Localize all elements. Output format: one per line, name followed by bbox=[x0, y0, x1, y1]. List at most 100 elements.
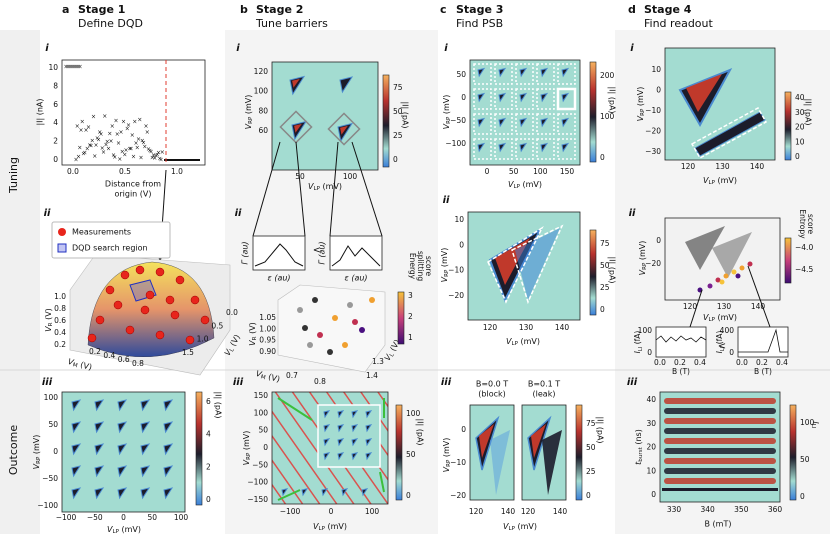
scan-window bbox=[494, 138, 513, 160]
point: × bbox=[73, 157, 78, 164]
point: × bbox=[135, 144, 140, 151]
tick-label: −10 bbox=[645, 106, 661, 115]
transition-core bbox=[340, 125, 348, 135]
point: × bbox=[77, 64, 82, 71]
symbol: I bbox=[812, 421, 821, 424]
symbol: V bbox=[508, 180, 514, 189]
subscript: LI bbox=[638, 346, 644, 351]
column-letter: d bbox=[628, 3, 636, 16]
transition-core bbox=[292, 78, 300, 88]
measurement bbox=[200, 315, 210, 325]
symbol: V bbox=[222, 347, 233, 357]
point: × bbox=[128, 146, 133, 153]
tick-label: 0 bbox=[600, 305, 605, 314]
label: B (T) bbox=[754, 367, 772, 376]
line bbox=[252, 141, 281, 237]
transition-patch bbox=[71, 487, 82, 500]
point: × bbox=[113, 117, 118, 124]
point: × bbox=[146, 146, 151, 153]
transition-patch bbox=[140, 421, 151, 434]
stage-title: Stage 3 bbox=[456, 3, 503, 16]
label: |I| (pA) bbox=[416, 418, 425, 445]
score-point bbox=[302, 325, 308, 331]
label: score bbox=[424, 256, 433, 277]
symbol: V bbox=[255, 368, 263, 378]
scan-window bbox=[473, 63, 492, 85]
transition-core bbox=[294, 123, 302, 133]
point: × bbox=[140, 138, 145, 145]
unit: (mV) bbox=[442, 438, 451, 460]
tick-label: −50 bbox=[87, 513, 103, 522]
tick-label: 0.4 bbox=[694, 358, 706, 367]
transition-patch bbox=[561, 117, 570, 128]
column-letter: a bbox=[62, 3, 69, 16]
point: × bbox=[77, 144, 82, 151]
transition-patch bbox=[477, 117, 486, 128]
tick-label: 6 bbox=[206, 397, 211, 406]
point: × bbox=[92, 153, 97, 160]
tick-label: 50 bbox=[258, 426, 268, 435]
point: × bbox=[83, 127, 88, 134]
transition-patch bbox=[163, 399, 174, 412]
unit: (mV) bbox=[32, 435, 41, 457]
outline bbox=[511, 224, 564, 305]
scan-window bbox=[536, 113, 555, 135]
transition-patch bbox=[351, 423, 359, 433]
tick-label: 0.0 bbox=[226, 308, 238, 317]
tick-label: 140 bbox=[501, 507, 516, 516]
colorbar bbox=[789, 404, 797, 501]
transition-patch bbox=[323, 409, 331, 419]
panel-label: i bbox=[236, 43, 240, 54]
label: |I| (pA) bbox=[608, 256, 617, 283]
symbol: I bbox=[715, 350, 724, 353]
stage-title: Stage 4 bbox=[644, 3, 692, 16]
scan-window bbox=[515, 113, 534, 135]
readout-box bbox=[690, 106, 768, 160]
tick-label: 130 bbox=[717, 302, 732, 311]
point: × bbox=[81, 151, 86, 158]
symbol: V bbox=[313, 522, 319, 531]
tick-label: 1 bbox=[408, 333, 413, 342]
tick-label: −10 bbox=[448, 266, 464, 275]
colorbar bbox=[382, 74, 390, 168]
symbol: t bbox=[634, 461, 643, 465]
tick-label: 50 bbox=[48, 420, 58, 429]
point: × bbox=[157, 156, 162, 163]
point: × bbox=[115, 131, 120, 138]
point: × bbox=[133, 140, 138, 147]
transition-patch bbox=[498, 92, 507, 103]
symbol: V bbox=[442, 123, 451, 129]
symbol: V bbox=[242, 459, 251, 465]
label: tburst (ns) bbox=[634, 429, 644, 465]
colorbar bbox=[589, 229, 597, 316]
tick-label: 0.8 bbox=[314, 377, 326, 386]
transition-patch bbox=[94, 465, 105, 478]
stripe bbox=[664, 458, 776, 464]
transition-patch bbox=[140, 465, 151, 478]
scan-window bbox=[515, 88, 534, 110]
tick-label: −20 bbox=[448, 291, 464, 300]
tick-label: 100 bbox=[406, 409, 421, 418]
transition-patch bbox=[117, 443, 128, 456]
label: VRP (mV) bbox=[638, 241, 648, 276]
label: |I| (pA) bbox=[608, 86, 617, 113]
stage-task: Tune barriers bbox=[255, 17, 328, 30]
map-note: (block) bbox=[478, 390, 505, 399]
point: × bbox=[67, 64, 72, 71]
subscript: RP bbox=[642, 262, 648, 270]
stripe bbox=[664, 478, 776, 484]
tick-label: 3 bbox=[408, 291, 413, 300]
scan-window bbox=[556, 87, 577, 111]
tick-label: 0 bbox=[461, 93, 466, 102]
point: × bbox=[82, 149, 87, 156]
tick-label: 75 bbox=[600, 239, 610, 248]
label: VLP (mV) bbox=[703, 313, 737, 323]
tick-label: 1.0 bbox=[197, 335, 209, 344]
tick-label: 0 bbox=[461, 425, 466, 434]
score-point bbox=[332, 315, 338, 321]
tick-label: 120 bbox=[483, 323, 498, 332]
subscript: LP bbox=[318, 526, 325, 532]
tick-label: 100 bbox=[343, 172, 358, 181]
transition-patch bbox=[361, 487, 369, 497]
